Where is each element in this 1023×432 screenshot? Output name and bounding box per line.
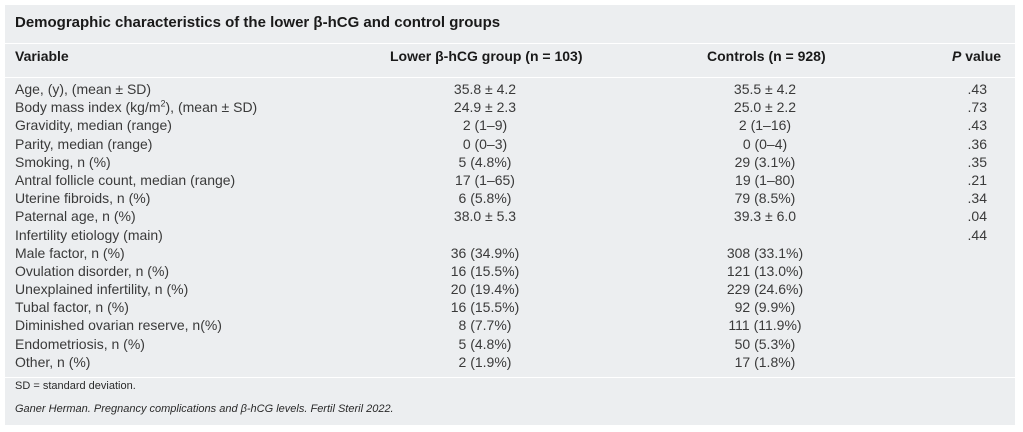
cell-lower: 16 (15.5%)	[450, 299, 520, 316]
table-row: Diminished ovarian reserve, n(%) 8 (7.7%…	[5, 316, 1015, 334]
cell-controls: 79 (8.5%)	[734, 190, 796, 207]
cell-lower: 38.0 ± 5.3	[453, 208, 517, 225]
cell-variable-post: ), (mean ± SD)	[165, 99, 258, 116]
cell-variable: Age, (y), (mean ± SD)	[15, 81, 152, 97]
cell-controls: 2 (1–16)	[738, 117, 792, 134]
table-body: Age, (y), (mean ± SD) 35.8 ± 4.2 35.5 ± …	[5, 80, 1015, 371]
cell-controls: 229 (24.6%)	[726, 281, 804, 298]
cell-controls: 19 (1–80)	[735, 171, 795, 188]
cell-variable: Endometriosis, n (%)	[15, 335, 145, 352]
cell-lower: 5 (4.8%)	[458, 335, 512, 352]
table-row: Ovulation disorder, n (%) 16 (15.5%) 121…	[5, 262, 1015, 280]
table-title: Demographic characteristics of the lower…	[15, 14, 501, 31]
table-row: Tubal factor, n (%) 16 (15.5%) 92 (9.9%)	[5, 298, 1015, 316]
table-row: Antral follicle count, median (range) 17…	[5, 171, 1015, 189]
cell-lower: 16 (15.5%)	[450, 262, 520, 279]
cell-variable: Infertility etiology (main)	[15, 226, 163, 243]
cell-variable: Male factor, n (%)	[15, 244, 125, 261]
cell-controls: 111 (11.9%)	[728, 317, 802, 334]
divider-header	[5, 77, 1015, 78]
header-lower-group: Lower β-hCG group (n = 103)	[390, 48, 583, 64]
divider-bottom	[5, 377, 1015, 378]
table-row: Endometriosis, n (%) 5 (4.8%) 50 (5.3%)	[5, 335, 1015, 353]
cell-p: .43	[967, 81, 987, 97]
table-row: Unexplained infertility, n (%) 20 (19.4%…	[5, 280, 1015, 298]
header-p-rest: value	[961, 48, 1002, 64]
cell-variable: Uterine fibroids, n (%)	[15, 190, 151, 207]
cell-controls: 25.0 ± 2.2	[733, 99, 797, 116]
header-p-value: P value	[952, 48, 1001, 64]
header-variable: Variable	[15, 48, 69, 64]
table-row: Other, n (%) 2 (1.9%) 17 (1.8%)	[5, 353, 1015, 371]
cell-controls: 17 (1.8%)	[734, 353, 796, 370]
cell-variable: Tubal factor, n (%)	[15, 299, 129, 316]
header-controls: Controls (n = 928)	[707, 48, 826, 64]
divider-top	[5, 43, 1015, 44]
table-row: Infertility etiology (main) .44	[5, 226, 1015, 244]
table-row: Parity, median (range) 0 (0–3) 0 (0–4) .…	[5, 135, 1015, 153]
table-panel: Demographic characteristics of the lower…	[5, 5, 1015, 425]
cell-variable: Gravidity, median (range)	[15, 117, 172, 134]
table-row: Age, (y), (mean ± SD) 35.8 ± 4.2 35.5 ± …	[5, 80, 1015, 98]
header-p-letter: P	[952, 48, 962, 64]
cell-lower: 24.9 ± 2.3	[453, 99, 517, 116]
cell-p: .21	[967, 171, 987, 188]
table-row: Male factor, n (%) 36 (34.9%) 308 (33.1%…	[5, 244, 1015, 262]
table-row: Uterine fibroids, n (%) 6 (5.8%) 79 (8.5…	[5, 189, 1015, 207]
footnote: SD = standard deviation.	[15, 380, 136, 392]
cell-lower: 8 (7.7%)	[458, 317, 512, 334]
cell-p: .43	[967, 117, 987, 134]
cell-controls: 121 (13.0%)	[726, 262, 804, 279]
cell-variable: Ovulation disorder, n (%)	[15, 262, 170, 279]
cell-variable-pre: Body mass index (kg/m	[15, 99, 161, 116]
cell-lower: 20 (19.4%)	[450, 281, 520, 298]
cell-variable: Parity, median (range)	[15, 135, 153, 152]
cell-variable: Diminished ovarian reserve, n(%)	[15, 317, 222, 334]
cell-controls: 50 (5.3%)	[734, 335, 796, 352]
table-row: Smoking, n (%) 5 (4.8%) 29 (3.1%) .35	[5, 153, 1015, 171]
citation: Ganer Herman. Pregnancy complications an…	[15, 403, 394, 415]
cell-variable: Other, n (%)	[15, 353, 91, 370]
cell-controls: 29 (3.1%)	[734, 153, 796, 170]
cell-variable: Unexplained infertility, n (%)	[15, 281, 189, 298]
table-row: Body mass index (kg/m2), (mean ± SD) 24.…	[5, 98, 1015, 116]
cell-controls: 35.5 ± 4.2	[733, 81, 797, 97]
table-row: Gravidity, median (range) 2 (1–9) 2 (1–1…	[5, 116, 1015, 134]
cell-controls: 0 (0–4)	[742, 135, 788, 152]
cell-controls: 308 (33.1%)	[726, 244, 804, 261]
cell-controls: 39.3 ± 6.0	[733, 208, 797, 225]
cell-variable: Smoking, n (%)	[15, 153, 111, 170]
table-row: Paternal age, n (%) 38.0 ± 5.3 39.3 ± 6.…	[5, 207, 1015, 225]
cell-lower: 6 (5.8%)	[458, 190, 512, 207]
cell-lower: 36 (34.9%)	[450, 244, 520, 261]
cell-lower: 0 (0–3)	[462, 135, 508, 152]
cell-p: .44	[967, 226, 987, 243]
cell-p: .34	[967, 190, 987, 207]
cell-variable-sup: 2	[160, 98, 166, 109]
cell-lower: 35.8 ± 4.2	[453, 81, 517, 97]
cell-lower: 2 (1.9%)	[458, 353, 512, 370]
cell-controls: 92 (9.9%)	[734, 299, 796, 316]
cell-variable: Body mass index (kg/m2), (mean ± SD)	[15, 98, 257, 116]
cell-p: .36	[967, 135, 987, 152]
cell-lower: 2 (1–9)	[462, 117, 508, 134]
cell-variable: Paternal age, n (%)	[15, 208, 136, 225]
cell-lower: 5 (4.8%)	[458, 153, 512, 170]
cell-p: .04	[967, 208, 987, 225]
cell-lower: 17 (1–65)	[455, 171, 515, 188]
cell-variable: Antral follicle count, median (range)	[15, 171, 236, 188]
cell-p: .35	[967, 153, 987, 170]
cell-p: .73	[967, 99, 987, 116]
